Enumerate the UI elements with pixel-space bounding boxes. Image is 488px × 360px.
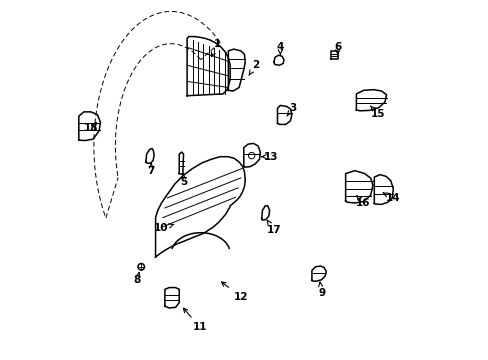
- Text: 18: 18: [83, 123, 98, 133]
- Text: 2: 2: [248, 60, 258, 75]
- Text: 4: 4: [276, 42, 284, 55]
- Text: 9: 9: [317, 282, 325, 298]
- Text: 14: 14: [383, 193, 400, 203]
- Text: 7: 7: [147, 163, 155, 176]
- Text: 11: 11: [183, 308, 206, 332]
- Text: 10: 10: [154, 224, 174, 233]
- Text: 12: 12: [221, 282, 247, 302]
- Text: 5: 5: [180, 174, 187, 187]
- Text: 3: 3: [286, 103, 296, 116]
- Text: 15: 15: [370, 106, 385, 119]
- Text: 16: 16: [356, 195, 370, 208]
- Text: 13: 13: [261, 152, 278, 162]
- Text: 6: 6: [333, 42, 341, 55]
- Text: 1: 1: [211, 39, 221, 57]
- Text: 17: 17: [266, 220, 281, 235]
- Text: 8: 8: [133, 273, 140, 285]
